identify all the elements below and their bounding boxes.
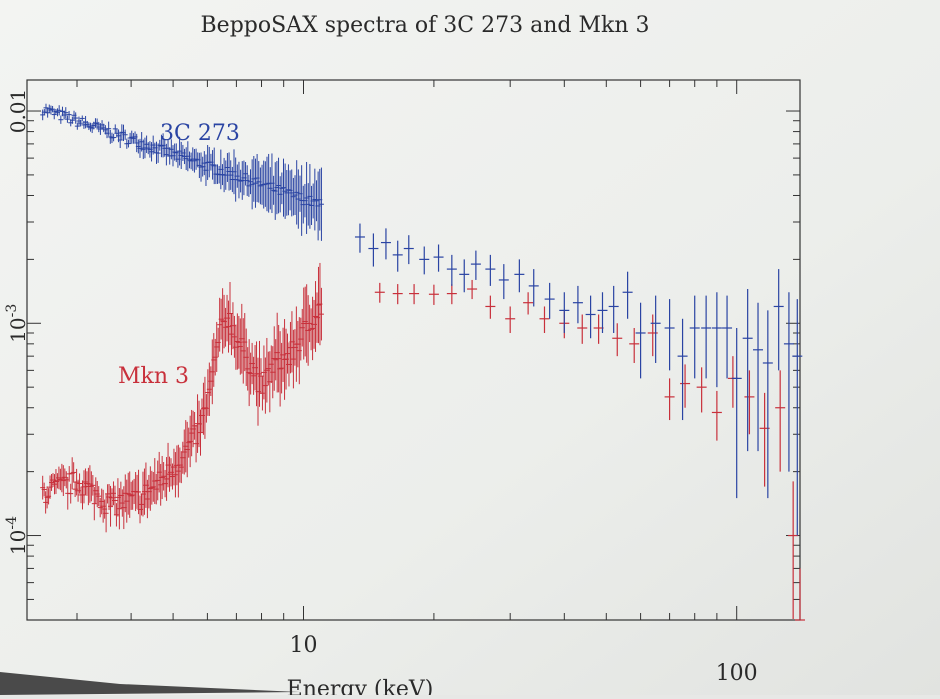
- data-point: [783, 292, 794, 472]
- data-point: [664, 299, 675, 371]
- data-point: [742, 289, 753, 452]
- data-point: [792, 299, 803, 536]
- data-point: [403, 235, 414, 265]
- y-tick-label: 0.01: [6, 89, 30, 134]
- data-point: [731, 328, 742, 499]
- data-point: [677, 318, 688, 421]
- labels-layer: 3C 273 Mkn 3: [118, 121, 240, 389]
- data-point: [608, 285, 619, 333]
- series-layer: [40, 103, 805, 621]
- plot-frame: [26, 79, 801, 621]
- data-point: [374, 282, 385, 303]
- series-3c273-high-energy: [354, 223, 803, 536]
- x-axis-label: Energy (keV): [287, 677, 434, 695]
- series-label-mkn3: Mkn 3: [118, 364, 189, 389]
- data-point: [368, 233, 379, 267]
- data-point: [523, 292, 534, 315]
- data-point: [485, 295, 496, 319]
- data-point: [539, 306, 550, 333]
- y-tick-label: 10-4: [4, 516, 30, 555]
- chart-title: BeppoSAX spectra of 3C 273 and Mkn 3: [201, 13, 650, 38]
- data-point: [459, 259, 470, 293]
- x-tick-label: 100: [716, 661, 758, 686]
- data-point: [485, 254, 496, 286]
- data-point: [585, 295, 596, 339]
- data-point: [528, 269, 539, 307]
- data-point: [354, 223, 365, 253]
- data-point: [428, 284, 439, 305]
- data-point: [505, 306, 516, 333]
- data-point: [392, 240, 403, 272]
- data-point: [762, 310, 773, 499]
- data-point: [446, 284, 457, 305]
- data-point: [711, 390, 722, 441]
- data-point: [744, 370, 755, 435]
- data-point: [544, 282, 555, 319]
- data-point: [795, 568, 805, 621]
- data-point: [392, 284, 403, 305]
- data-point: [419, 246, 430, 275]
- y-tick-label: 10-3: [4, 304, 30, 343]
- data-point: [775, 370, 786, 472]
- data-point: [680, 364, 691, 408]
- data-point: [597, 292, 608, 333]
- data-point: [380, 228, 391, 260]
- data-point: [635, 302, 646, 379]
- plot-axes: 10 100 Energy (keV) 0.01 10-3 10-4: [4, 79, 801, 699]
- data-point: [559, 292, 570, 333]
- data-point: [711, 292, 722, 388]
- data-point: [773, 269, 784, 371]
- data-point: [689, 295, 700, 379]
- data-point: [722, 295, 733, 379]
- data-point: [664, 378, 675, 421]
- data-point: [629, 328, 640, 363]
- series-3c273-low-energy: [40, 103, 324, 241]
- data-point: [446, 254, 457, 286]
- data-point: [753, 302, 764, 452]
- x-tick-label: 10: [289, 633, 317, 658]
- data-point: [622, 271, 633, 319]
- data-point: [498, 264, 509, 300]
- data-point: [577, 314, 588, 344]
- data-point: [470, 250, 481, 280]
- data-point: [650, 295, 661, 363]
- data-point: [409, 284, 420, 305]
- data-point: [433, 244, 444, 272]
- photo-edge-shadow: [0, 672, 300, 695]
- series-mkn3-low-energy: [40, 262, 324, 533]
- data-point: [788, 481, 799, 619]
- data-point: [514, 259, 525, 293]
- data-point: [696, 367, 707, 413]
- data-point: [701, 295, 712, 379]
- data-point: [572, 285, 583, 324]
- data-point: [612, 323, 623, 357]
- data-point: [467, 279, 478, 300]
- series-mkn3-high-energy: [374, 279, 805, 621]
- series-label-3c273: 3C 273: [160, 121, 240, 146]
